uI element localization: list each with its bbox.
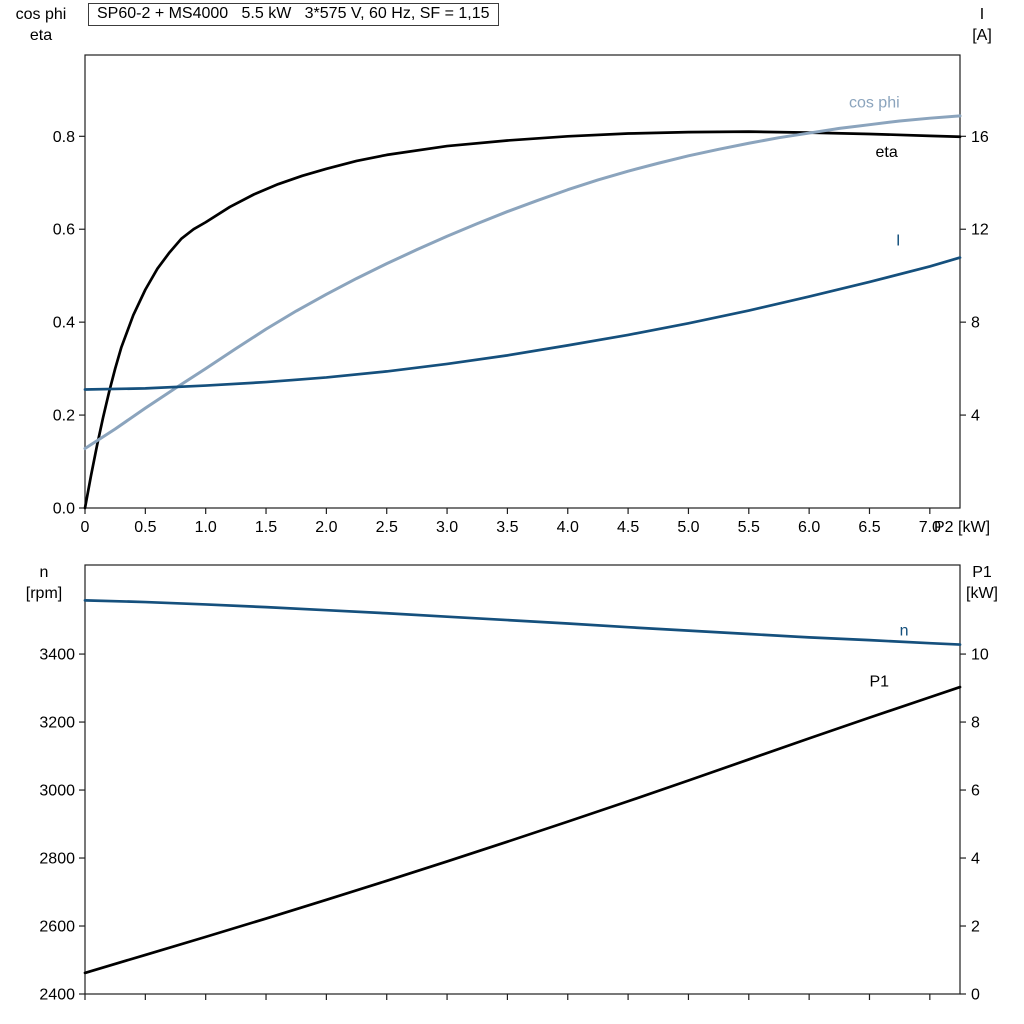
x-tick-label: 6.0 [798,519,820,536]
eta-curve-label: eta [876,144,898,161]
axis-title-speed-unit: [rpm] [25,585,63,602]
x-tick-label: 1.5 [255,519,277,536]
bottom-left-axis-title: n [rpm] [4,562,84,604]
left-tick-label: 2800 [39,851,75,868]
right-tick-label: 12 [971,222,989,239]
x-tick-label: 3.5 [496,519,518,536]
eta-curve [83,130,962,510]
x-tick-label: 2.0 [315,519,337,536]
p1-curve-label: P1 [869,673,889,690]
axis-title-speed: n [39,564,49,581]
plot-border [84,564,961,995]
x-axis-label: P2 [kW] [934,519,991,536]
right-tick-label: 6 [971,783,980,800]
top-right-axis-title: I [A] [944,4,1020,46]
axis-title-current-unit: [A] [972,27,992,44]
left-tick-label: 2400 [39,987,75,1004]
right-tick-label: 10 [971,647,989,664]
left-tick-label: 0.2 [53,408,75,425]
x-tick-label: 5.0 [677,519,699,536]
right-tick-label: 16 [971,129,989,146]
x-tick-label: 6.5 [858,519,880,536]
n-curve [83,599,962,646]
x-tick-label: 1.0 [195,519,217,536]
left-tick-label: 2600 [39,919,75,936]
x-tick-label: 0 [81,519,90,536]
cos-phi-curve-label: cos phi [849,95,900,112]
p1-curve [83,685,962,975]
left-tick-label: 3400 [39,647,75,664]
left-tick-label: 0.4 [53,315,75,332]
axis-title-p1: P1 [972,564,992,581]
chart-title: SP60-2 + MS4000 5.5 kW 3*575 V, 60 Hz, S… [88,3,499,26]
i-curve [83,256,962,391]
x-tick-label: 2.5 [376,519,398,536]
axis-title-p1-unit: [kW] [966,585,998,602]
right-tick-label: 8 [971,315,980,332]
right-tick-label: 4 [971,408,980,425]
left-tick-label: 3200 [39,715,75,732]
top-left-axis-title: cos phi eta [1,4,81,46]
cos-phi-curve [83,114,962,451]
axis-title-cos-phi: cos phi [15,6,67,23]
left-tick-label: 0.8 [53,129,75,146]
bottom-right-axis-title: P1 [kW] [944,562,1020,604]
x-tick-label: 3.0 [436,519,458,536]
n-curve-label: n [900,622,909,639]
right-tick-label: 4 [971,851,980,868]
x-tick-label: 4.5 [617,519,639,536]
x-tick-label: 4.0 [557,519,579,536]
plot-border [84,54,961,509]
chart-0: 0 0.5 1.0 1.5 2.0 2.5 3.0 3.5 4.0 4.5 5.0 5.5 6.0 6.5… [53,54,989,536]
x-tick-label: 5.5 [738,519,760,536]
x-tick-label: 0.5 [134,519,156,536]
right-tick-label: 2 [971,919,980,936]
x-tick-label: 7.0 [919,519,941,536]
left-tick-label: 0.0 [53,501,75,518]
right-tick-label: 8 [971,715,980,732]
left-tick-label: 0.6 [53,222,75,239]
axis-title-eta: eta [29,27,53,44]
i-curve-label: I [896,232,900,249]
chart-1: 2400 2600 2800 3000 3200 3400 0 2 4 6 8 10 n P1 [39,564,989,1004]
left-tick-label: 3000 [39,783,75,800]
axis-title-current: I [979,6,985,23]
right-tick-label: 0 [971,987,980,1004]
